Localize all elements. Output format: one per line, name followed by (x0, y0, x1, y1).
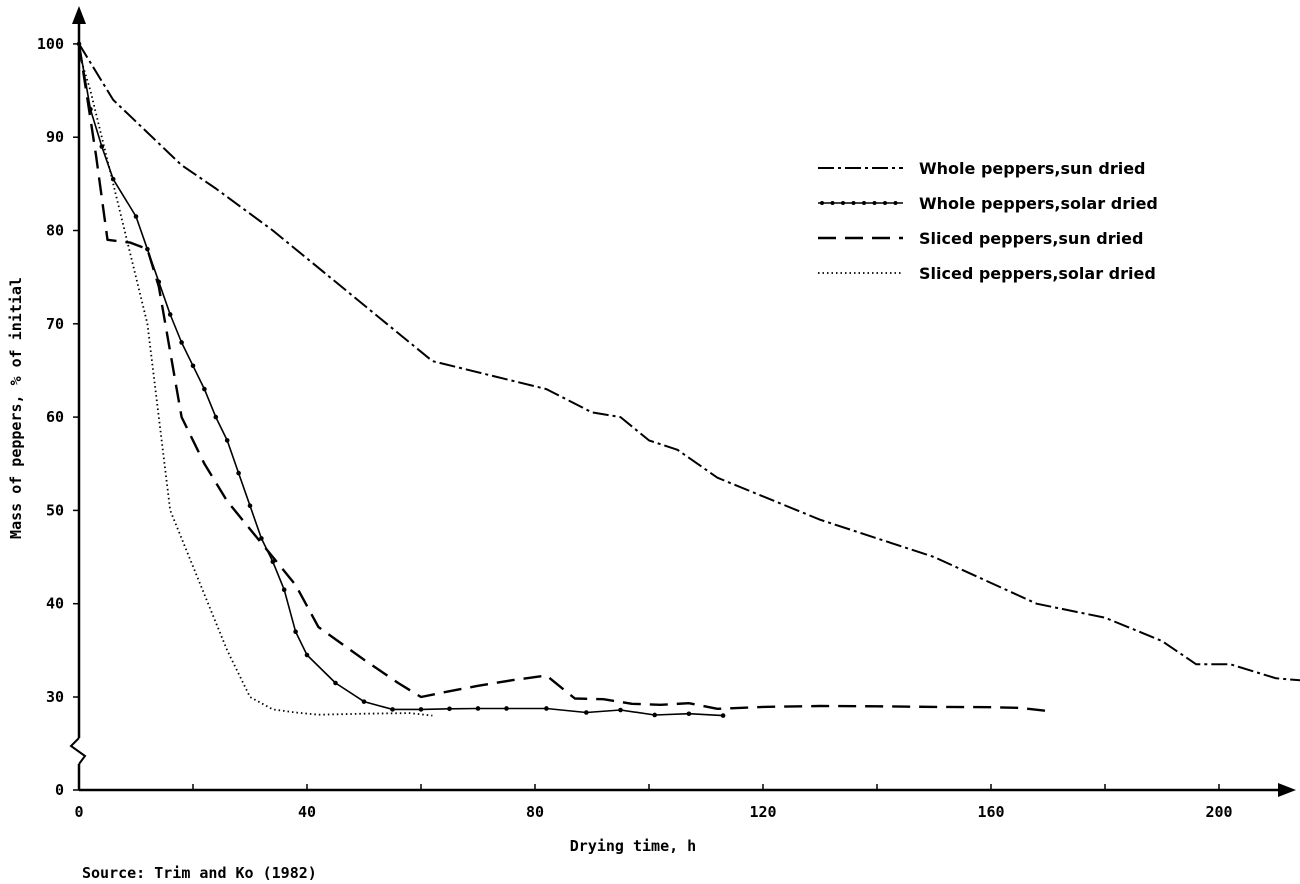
y-axis-ticks: 0 30 40 50 60 70 80 90 100 (37, 35, 79, 799)
legend-dot (893, 201, 898, 205)
legend-dot (851, 201, 856, 205)
data-point (236, 470, 241, 476)
legend-label: Sliced peppers,solar dried (919, 264, 1156, 283)
series-2 (76, 41, 726, 718)
legend-label: Whole peppers,solar dried (919, 194, 1158, 213)
y-tick-label: 30 (46, 688, 64, 706)
data-point (447, 706, 452, 712)
y-axis-arrow (72, 6, 86, 24)
x-tick-label: 0 (74, 803, 83, 821)
x-tick-label: 120 (749, 803, 776, 821)
data-point (281, 587, 287, 593)
data-point (167, 312, 173, 317)
x-tick-label: 40 (298, 803, 316, 821)
data-point (475, 706, 481, 711)
y-tick-label: 40 (46, 595, 64, 613)
series-line (77, 43, 1049, 713)
series-line (78, 43, 724, 717)
data-point (504, 706, 509, 711)
y-tick-label: 0 (55, 781, 64, 799)
legend-label: Sliced peppers,sun dried (919, 229, 1143, 248)
data-point (224, 438, 230, 443)
x-axis-label: Drying time, h (570, 837, 696, 855)
data-point (418, 707, 424, 712)
data-point (190, 363, 196, 369)
legend-dot (872, 201, 877, 205)
legend-dot (830, 201, 835, 205)
y-tick-label: 60 (46, 408, 64, 426)
data-point (686, 711, 692, 717)
data-point (544, 706, 549, 711)
legend: Whole peppers,sun dried Whole peppers,sol… (818, 159, 1158, 283)
data-point (202, 386, 207, 392)
data-point (270, 559, 276, 565)
y-axis-label: Mass of peppers, % of initial (7, 277, 25, 539)
data-point (259, 536, 264, 541)
series-4 (78, 52, 433, 717)
series-line (78, 43, 1300, 682)
data-point (390, 707, 395, 712)
data-point (584, 710, 589, 715)
data-point (720, 713, 726, 718)
legend-dot (841, 201, 845, 205)
data-point (145, 246, 150, 252)
data-point (652, 712, 657, 718)
series-line (78, 52, 433, 717)
x-tick-label: 160 (977, 803, 1004, 821)
series-1 (78, 43, 1300, 682)
y-tick-label: 50 (46, 501, 64, 519)
series-layer (76, 41, 1300, 718)
legend-dot (862, 201, 866, 205)
data-point (133, 214, 139, 219)
series-3 (77, 43, 1049, 713)
x-tick-label: 200 (1205, 803, 1232, 821)
axes (69, 6, 1296, 797)
y-tick-label: 100 (37, 35, 64, 53)
data-point (361, 699, 367, 704)
x-axis-arrow (1278, 783, 1296, 797)
data-point (247, 503, 253, 509)
data-point (333, 680, 338, 686)
x-axis-ticks: 04080120160200240 (74, 784, 1233, 821)
y-tick-label: 80 (46, 222, 64, 240)
legend-dot (820, 201, 824, 205)
y-tick-label: 90 (46, 128, 64, 146)
source-note: Source: Trim and Ko (1982) (82, 864, 317, 882)
x-tick-label: 80 (526, 803, 544, 821)
y-tick-label: 70 (46, 315, 64, 333)
data-point (304, 652, 310, 658)
legend-label: Whole peppers,sun dried (919, 159, 1146, 178)
data-point (213, 414, 219, 420)
data-point (179, 340, 184, 345)
legend-dot (883, 201, 887, 205)
data-point (618, 707, 623, 713)
data-point (293, 629, 298, 634)
y-axis-break (69, 737, 87, 765)
